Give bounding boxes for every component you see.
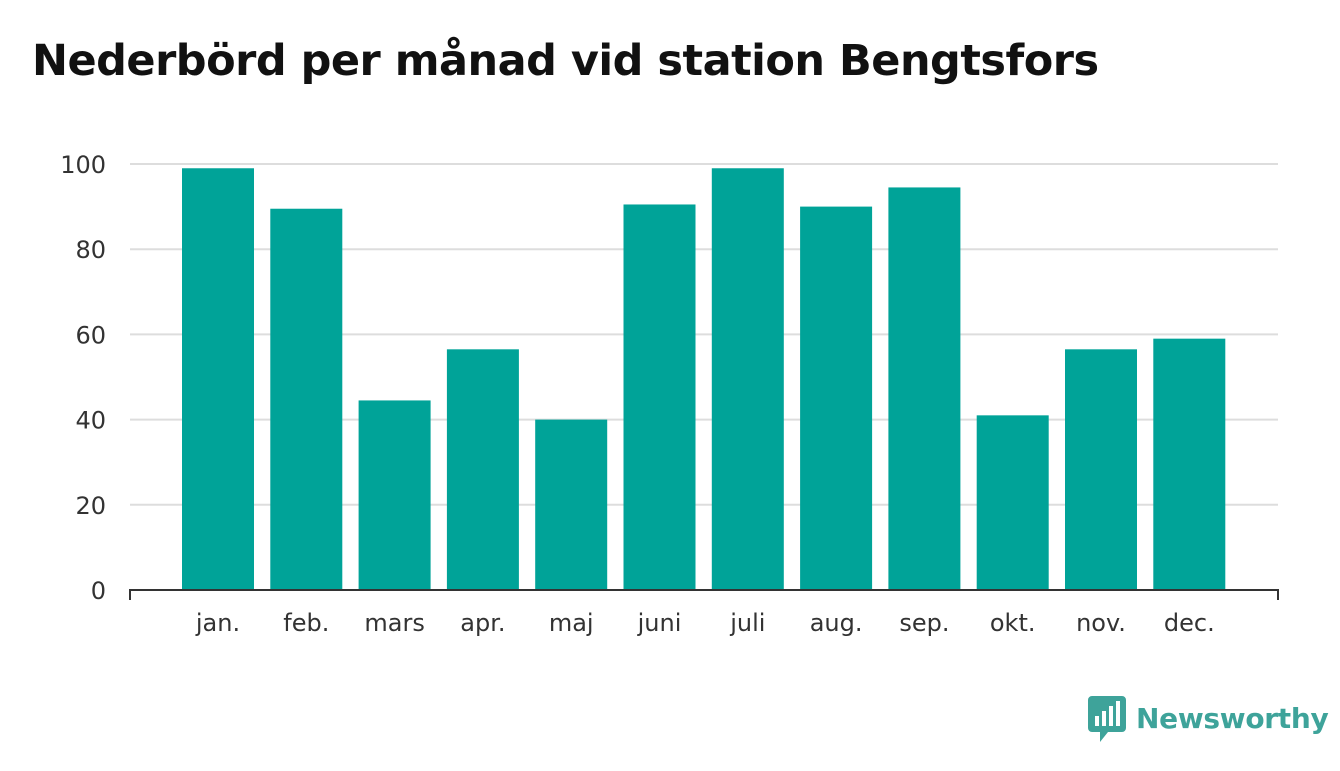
brand-logo: Newsworthy <box>1088 696 1329 742</box>
y-tick-label: 0 <box>91 577 106 605</box>
bar-okt <box>976 415 1049 590</box>
x-tick-label: okt. <box>990 609 1036 637</box>
bar-aug <box>800 206 873 590</box>
x-tick-label: sep. <box>899 609 949 637</box>
x-tick-label: jan. <box>195 609 240 637</box>
bar-dec <box>1153 338 1226 590</box>
brand-name: Newsworthy <box>1136 702 1329 735</box>
x-tick-label: nov. <box>1076 609 1126 637</box>
bars <box>182 168 1226 591</box>
x-tick-label: maj <box>549 609 594 637</box>
bar-feb <box>270 208 343 591</box>
x-tick-label: juli <box>729 609 765 637</box>
bar-mars <box>358 400 431 590</box>
bar-apr <box>446 349 519 590</box>
bar-chart-speech-bubble-icon <box>1088 696 1126 742</box>
y-tick-label: 60 <box>75 321 106 349</box>
y-tick-label: 100 <box>60 151 106 179</box>
y-tick-label: 20 <box>75 492 106 520</box>
bar-juni <box>623 204 696 590</box>
x-tick-label: dec. <box>1164 609 1215 637</box>
x-tick-label: juni <box>637 609 682 637</box>
bar-sep <box>888 187 961 590</box>
chart-title: Nederbörd per månad vid station Bengtsfo… <box>32 36 1099 86</box>
x-tick-label: feb. <box>283 609 329 637</box>
x-axis-labels: jan. feb. mars apr. maj juni juli aug. sep. okt. n… <box>195 609 1215 637</box>
y-axis-ticks: 0 20 40 60 80 100 <box>60 151 106 605</box>
y-tick-label: 80 <box>75 236 106 264</box>
y-tick-label: 40 <box>75 407 106 435</box>
bar-jan <box>182 168 254 590</box>
x-axis <box>129 589 1279 600</box>
x-tick-label: mars <box>364 609 424 637</box>
x-tick-label: apr. <box>460 609 505 637</box>
bar-nov <box>1065 349 1137 590</box>
bar-juli <box>711 168 784 590</box>
x-tick-label: aug. <box>810 609 863 637</box>
bar-maj <box>535 419 608 590</box>
